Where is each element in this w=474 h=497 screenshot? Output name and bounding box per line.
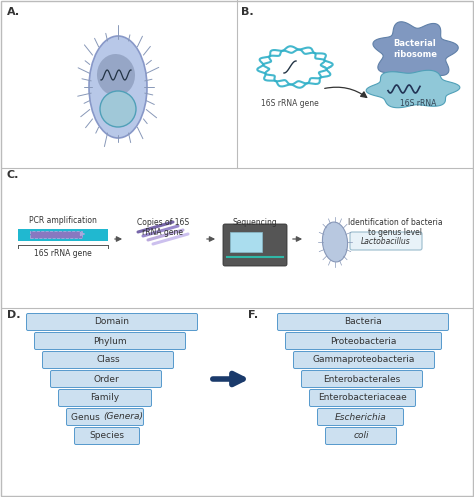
Text: A.: A. <box>7 7 20 17</box>
Text: Class: Class <box>96 355 120 364</box>
Text: Phylum: Phylum <box>93 336 127 345</box>
Text: Enterobacteriaceae: Enterobacteriaceae <box>318 394 407 403</box>
Text: F.: F. <box>248 310 258 320</box>
FancyBboxPatch shape <box>66 409 144 425</box>
FancyBboxPatch shape <box>74 427 139 444</box>
FancyBboxPatch shape <box>326 427 396 444</box>
PathPatch shape <box>373 22 458 84</box>
Text: Order: Order <box>93 375 119 384</box>
Text: Escherichia: Escherichia <box>335 413 386 421</box>
Text: Gammaproteobacteria: Gammaproteobacteria <box>313 355 415 364</box>
FancyBboxPatch shape <box>350 232 422 250</box>
Text: coli: coli <box>353 431 369 440</box>
FancyBboxPatch shape <box>285 332 441 349</box>
FancyBboxPatch shape <box>293 351 435 368</box>
FancyBboxPatch shape <box>30 231 82 238</box>
Text: Sequencing: Sequencing <box>233 218 277 227</box>
PathPatch shape <box>366 70 460 108</box>
Ellipse shape <box>89 36 147 138</box>
FancyBboxPatch shape <box>58 390 152 407</box>
Text: Species: Species <box>90 431 125 440</box>
Ellipse shape <box>97 54 135 96</box>
Text: PCR amplification: PCR amplification <box>29 216 97 225</box>
Text: 16S rRNA: 16S rRNA <box>400 99 436 108</box>
Text: Family: Family <box>91 394 119 403</box>
FancyBboxPatch shape <box>223 224 287 266</box>
Circle shape <box>100 91 136 127</box>
Text: Enterobacterales: Enterobacterales <box>323 375 401 384</box>
Text: Domain: Domain <box>94 318 129 327</box>
Text: Copies of 16S
rRNA gene: Copies of 16S rRNA gene <box>137 218 189 238</box>
FancyBboxPatch shape <box>310 390 416 407</box>
FancyBboxPatch shape <box>43 351 173 368</box>
Text: Genus: Genus <box>72 413 103 421</box>
FancyBboxPatch shape <box>301 370 422 388</box>
Text: Lactobacillus: Lactobacillus <box>361 237 411 246</box>
Text: D.: D. <box>7 310 20 320</box>
FancyBboxPatch shape <box>51 370 162 388</box>
FancyBboxPatch shape <box>27 314 198 331</box>
FancyBboxPatch shape <box>230 232 262 252</box>
Text: Identification of bacteria
to genus level: Identification of bacteria to genus leve… <box>348 218 442 238</box>
Ellipse shape <box>322 222 347 262</box>
FancyBboxPatch shape <box>277 314 448 331</box>
Text: Bacterial
ribosome: Bacterial ribosome <box>393 39 437 59</box>
FancyBboxPatch shape <box>18 229 108 241</box>
Text: (Genera): (Genera) <box>103 413 143 421</box>
Text: Proteobacteria: Proteobacteria <box>330 336 397 345</box>
Text: 16S rRNA gene: 16S rRNA gene <box>34 249 92 258</box>
FancyBboxPatch shape <box>35 332 185 349</box>
Text: B.: B. <box>241 7 254 17</box>
FancyBboxPatch shape <box>318 409 403 425</box>
Text: C.: C. <box>7 170 19 180</box>
Text: 16S rRNA gene: 16S rRNA gene <box>261 99 319 108</box>
Text: Bacteria: Bacteria <box>344 318 382 327</box>
